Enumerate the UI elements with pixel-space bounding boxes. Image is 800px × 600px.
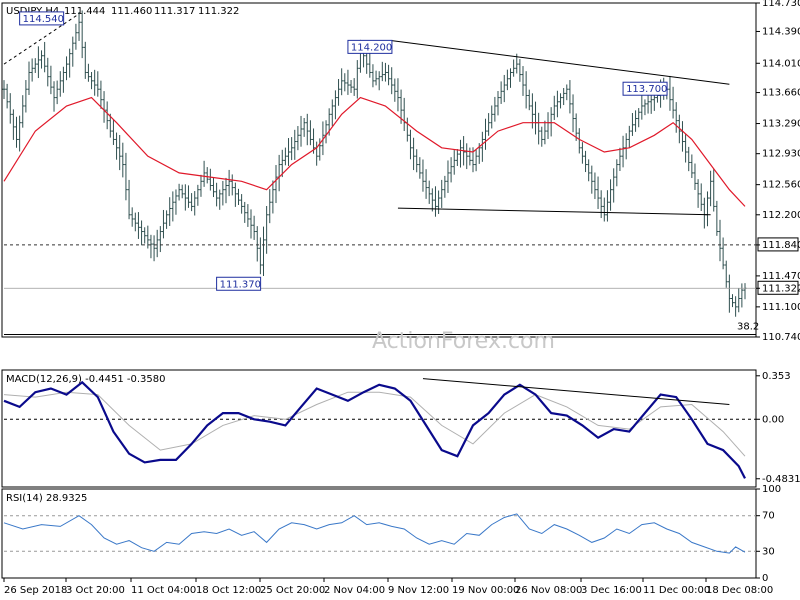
x-tick-label: 9 Nov 12:00 [388, 585, 449, 596]
macd-tick-label: 0.353 [762, 371, 791, 382]
lower-channel-line [397, 207, 711, 216]
rsi-line [3, 513, 746, 554]
price-panel: USDJPY,H4 111.444 111.460 111.317 111.32… [1, 0, 800, 354]
moving-average-line [3, 96, 746, 207]
x-tick-label: 18 Dec 08:00 [706, 585, 773, 596]
x-tick-label: 26 Nov 08:00 [515, 585, 582, 596]
price-tick-label: 114.390 [762, 26, 800, 37]
x-tick-label: 3 Oct 20:00 [66, 585, 125, 596]
price-annotation-box [622, 81, 668, 96]
macd-tick-label: -0.4831 [762, 474, 800, 485]
x-tick-label: 2 Nov 04:00 [324, 585, 385, 596]
macd-line [3, 380, 746, 479]
x-tick-label: 11 Dec 00:00 [643, 585, 710, 596]
macd-trendline [422, 378, 730, 405]
ohlc-close: 111.322 [198, 6, 239, 17]
price-tick-label: 111.100 [762, 302, 800, 313]
price-tick-label: 111.322 [762, 283, 800, 294]
rsi-tick-label: 30 [762, 546, 775, 557]
price-annotation-box [19, 11, 65, 26]
x-tick-label: 18 Oct 12:00 [196, 585, 261, 596]
fib-label: 38.2 [737, 321, 759, 332]
price-annotation-box [216, 276, 262, 291]
price-tick-label: 113.290 [762, 119, 800, 130]
x-tick-label: 25 Oct 20:00 [260, 585, 325, 596]
price-tick-label: 111.470 [762, 271, 800, 282]
rsi-panel: RSI(14) 28.9325 100 70 30 0 [1, 484, 781, 584]
price-annotation-label: 111.370 [220, 279, 261, 290]
x-tick-label: 19 Nov 00:00 [452, 585, 519, 596]
price-annotation-label: 113.700 [626, 84, 667, 95]
price-annotation-box [347, 39, 393, 54]
rsi-tick-label: 0 [762, 573, 768, 584]
macd-signal-line [3, 391, 746, 457]
price-tick-label: 112.200 [762, 210, 800, 221]
ohlc-high: 111.460 [111, 6, 152, 17]
price-annotation-label: 114.540 [23, 14, 64, 25]
price-annotation-label: 114.200 [351, 42, 392, 53]
ohlc-open: 111.444 [64, 6, 105, 17]
price-tick-label: 111.840 [762, 240, 800, 251]
watermark: ActionForex.com [372, 329, 555, 354]
macd-panel: MACD(12,26,9) -0.4451 -0.3580 0.353 0.00 -… [1, 369, 800, 488]
price-tick-label: 114.730 [762, 0, 800, 9]
macd-title: MACD(12,26,9) -0.4451 -0.3580 [6, 374, 166, 385]
price-tick-label: 112.930 [762, 149, 800, 160]
x-tick-label: 26 Sep 2018 [4, 585, 67, 596]
rsi-title: RSI(14) 28.9325 [6, 493, 87, 504]
rsi-tick-label: 100 [762, 484, 781, 495]
price-tick-label: 113.660 [762, 88, 800, 99]
x-tick-label: 3 Dec 16:00 [581, 585, 642, 596]
price-tick-label: 110.740 [762, 332, 800, 343]
ohlc-low: 111.317 [154, 6, 195, 17]
upper-channel-line [391, 40, 730, 85]
price-tick-label: 112.560 [762, 180, 800, 191]
macd-tick-label: 0.00 [762, 414, 784, 425]
price-tick-label: 114.010 [762, 58, 800, 69]
x-tick-label: 11 Oct 04:00 [131, 585, 196, 596]
rsi-tick-label: 70 [762, 511, 775, 522]
